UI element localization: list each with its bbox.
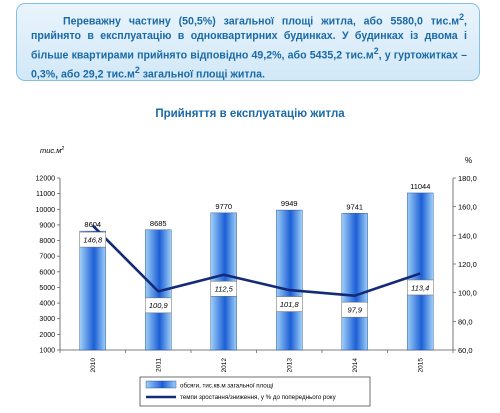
x-tick-label: 2011 xyxy=(155,358,162,372)
x-tick-label: 2012 xyxy=(221,358,228,373)
y-left-tick-label: 6000 xyxy=(39,269,55,276)
bar-value-label: 9949 xyxy=(281,199,298,208)
bar-value-label: 8685 xyxy=(150,219,167,228)
legend-box xyxy=(139,376,371,407)
growth-label-box xyxy=(276,296,303,312)
bar-value-label: 9770 xyxy=(215,202,232,211)
y-left-tick-label: 1000 xyxy=(39,348,55,355)
bar-2010 xyxy=(79,230,106,351)
superscript-2: 2 xyxy=(459,12,465,22)
growth-label-box xyxy=(145,297,172,314)
bar-2013 xyxy=(276,209,303,351)
y-right-tick-label: 160,0 xyxy=(458,203,477,212)
y-left-unit-label: тис.м2 xyxy=(40,146,64,155)
x-tick-label: 2014 xyxy=(352,358,359,373)
y-left-tick-label: 11000 xyxy=(36,191,55,198)
superscript-2: 2 xyxy=(134,64,140,75)
y-left-tick-label: 2000 xyxy=(39,332,55,339)
y-right-tick-label: 140,0 xyxy=(458,231,477,240)
x-tick-label: 2015 xyxy=(417,358,424,373)
bar-value-label: 9741 xyxy=(346,202,363,211)
bar-2015 xyxy=(407,192,434,351)
bar-value-label: 8604 xyxy=(84,220,101,229)
y-right-tick-label: 60,0 xyxy=(458,346,473,355)
growth-label-box xyxy=(407,279,434,296)
summary-callout: Переважну частину (50,5%) загальної площ… xyxy=(16,3,480,81)
legend: обсяги, тис.кв.м загальної площі темпи з… xyxy=(139,376,371,407)
growth-label-box xyxy=(341,301,368,318)
y-left-tick-label: 9000 xyxy=(39,222,55,229)
growth-label-box xyxy=(79,231,106,248)
growth-rate-label: 97,9 xyxy=(347,305,362,314)
growth-rate-label: 112,5 xyxy=(215,285,234,294)
chart-title: Прийняття в експлуатацію житла xyxy=(155,108,345,120)
plot-area: 1000 2000 3000 4000 5000 6000 7000 8000 9000 1000… xyxy=(36,174,477,372)
x-tick-label: 2013 xyxy=(286,358,293,373)
y-left-tick-label: 3000 xyxy=(39,316,55,323)
y-right-tick-label: 180,0 xyxy=(458,174,477,183)
y-left-tick-label: 4000 xyxy=(39,301,55,308)
growth-rate-line xyxy=(91,224,421,297)
growth-rate-label: 100,9 xyxy=(149,301,169,310)
growth-rate-label: 146,8 xyxy=(83,235,103,244)
y-left-tick-label: 7000 xyxy=(39,254,55,261)
y-left-tick-label: 5000 xyxy=(39,285,55,292)
growth-rate-label: 101,8 xyxy=(280,300,300,309)
y-left-tick-label: 8000 xyxy=(39,238,55,245)
y-left-tick-label: 12000 xyxy=(36,176,56,183)
y-left-tick-label: 10000 xyxy=(36,207,56,214)
summary-text: Переважну частину (50,5%) загальної площ… xyxy=(31,12,468,81)
y-right-unit-label: % xyxy=(465,156,472,165)
y-right-tick-label: 100,0 xyxy=(458,289,477,298)
bar-2014 xyxy=(341,213,368,351)
y-right-tick-label: 120,0 xyxy=(458,260,477,269)
legend-line-label: темпи зростання/зниження, у % до поперед… xyxy=(180,394,337,401)
legend-bar-label: обсяги, тис.кв.м загальної площі xyxy=(180,383,273,390)
superscript-2: 2 xyxy=(373,45,379,56)
legend-bar-swatch xyxy=(145,380,177,389)
bar-value-label: 11044 xyxy=(410,182,430,191)
y-right-tick-label: 80,0 xyxy=(458,317,473,326)
x-tick-label: 2010 xyxy=(90,358,97,373)
growth-label-box xyxy=(210,281,237,297)
growth-rate-label: 113,4 xyxy=(411,283,429,292)
